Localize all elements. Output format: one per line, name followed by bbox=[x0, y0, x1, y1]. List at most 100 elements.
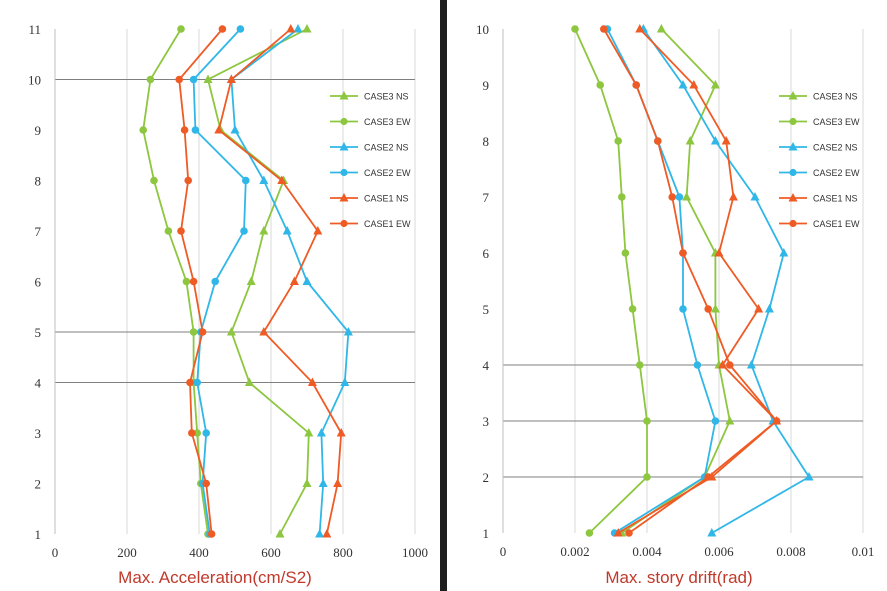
data-point bbox=[625, 529, 633, 537]
story-drift-chart: 1 2 3 4 5 6 7 8 9 10 0 0.002 0.004 0.006 0.008 0.01 CASE… bbox=[476, 22, 874, 559]
data-point bbox=[146, 75, 155, 84]
legend-marker bbox=[789, 117, 797, 126]
x-tick-label: 800 bbox=[333, 545, 353, 560]
series-line-case1-ns bbox=[617, 28, 778, 534]
x-tick-label: 200 bbox=[117, 545, 137, 560]
data-point bbox=[721, 136, 731, 145]
legend-item: CASE2 EW bbox=[330, 168, 411, 178]
data-point bbox=[643, 417, 651, 425]
data-point bbox=[139, 126, 147, 134]
data-point bbox=[286, 24, 296, 33]
legend-marker bbox=[788, 142, 798, 151]
y-tick-label: 8 bbox=[483, 134, 490, 149]
legend-label: CASE2 EW bbox=[813, 168, 860, 178]
legend-item: CASE1 NS bbox=[779, 193, 858, 204]
legend-label: CASE1 EW bbox=[813, 219, 860, 229]
y-tick-label: 3 bbox=[35, 426, 42, 441]
data-point bbox=[718, 360, 728, 369]
data-point bbox=[675, 193, 684, 201]
y-tick-label: 9 bbox=[483, 78, 490, 93]
x-tick-label: 0.008 bbox=[776, 544, 805, 559]
y-tick-label: 2 bbox=[35, 477, 42, 492]
data-point bbox=[244, 377, 254, 386]
x-tick-label: 0 bbox=[52, 545, 59, 560]
data-point bbox=[764, 304, 774, 313]
series-case2-ns bbox=[638, 24, 814, 537]
legend-label: CASE3 EW bbox=[813, 117, 860, 127]
data-point bbox=[728, 192, 738, 201]
x-tick-label: 0.002 bbox=[560, 544, 589, 559]
y-tick-label: 7 bbox=[483, 190, 490, 205]
data-point bbox=[193, 429, 201, 437]
data-point bbox=[635, 24, 645, 33]
data-point bbox=[307, 377, 317, 386]
data-point bbox=[340, 377, 350, 386]
y-tick-label: 10 bbox=[476, 22, 489, 37]
legend-marker bbox=[339, 142, 349, 151]
legend-label: CASE2 EW bbox=[364, 168, 411, 178]
series-line-case3-ns bbox=[621, 28, 731, 534]
data-point bbox=[316, 428, 326, 437]
data-point bbox=[182, 277, 191, 286]
y-tick-label: 7 bbox=[35, 224, 42, 239]
data-point bbox=[282, 226, 292, 235]
y-tick-label: 3 bbox=[483, 414, 490, 429]
data-point bbox=[804, 472, 814, 481]
series-line-case1-ew bbox=[603, 28, 778, 534]
data-point bbox=[207, 530, 216, 538]
data-point bbox=[304, 428, 314, 437]
data-point bbox=[226, 74, 236, 83]
legend-label: CASE3 EW bbox=[364, 117, 411, 127]
data-point bbox=[211, 277, 219, 286]
legend-label: CASE1 NS bbox=[364, 194, 409, 204]
data-point bbox=[750, 192, 760, 201]
data-point bbox=[772, 417, 781, 425]
data-point bbox=[202, 429, 210, 437]
data-point bbox=[333, 478, 343, 487]
data-point bbox=[714, 248, 724, 257]
data-point bbox=[189, 75, 198, 84]
legend-item: CASE1 EW bbox=[779, 219, 860, 229]
data-point bbox=[711, 417, 720, 425]
x-tick-label: 400 bbox=[189, 545, 209, 560]
data-point bbox=[643, 473, 651, 481]
data-point bbox=[302, 478, 312, 487]
data-point bbox=[246, 276, 256, 285]
x-axis-title: Max. Acceleration(cm/S2) bbox=[95, 565, 335, 591]
y-tick-label: 1 bbox=[35, 527, 42, 542]
data-point bbox=[710, 136, 720, 145]
data-point bbox=[654, 137, 662, 145]
x-tick-label: 0.004 bbox=[632, 544, 662, 559]
series-line-case3-ew bbox=[574, 28, 648, 534]
data-point bbox=[725, 416, 735, 425]
legend-label: CASE3 NS bbox=[364, 92, 409, 102]
data-point bbox=[293, 24, 303, 33]
data-point bbox=[186, 378, 194, 387]
data-point bbox=[184, 176, 192, 185]
data-point bbox=[277, 175, 287, 184]
data-point bbox=[693, 361, 702, 369]
data-point bbox=[704, 305, 712, 313]
legend-item: CASE3 EW bbox=[330, 117, 411, 127]
y-tick-label: 10 bbox=[28, 73, 41, 88]
data-point bbox=[175, 75, 183, 84]
data-point bbox=[618, 193, 626, 201]
data-point bbox=[193, 378, 201, 387]
data-point bbox=[198, 328, 207, 336]
data-point bbox=[189, 277, 198, 286]
y-tick-label: 4 bbox=[35, 376, 42, 391]
data-point bbox=[682, 192, 692, 201]
y-tick-label: 6 bbox=[35, 275, 42, 290]
series-case2-ew bbox=[603, 25, 720, 537]
data-point bbox=[628, 305, 637, 313]
legend-marker bbox=[339, 193, 349, 202]
data-point bbox=[710, 80, 720, 89]
data-point bbox=[704, 473, 712, 481]
data-point bbox=[343, 327, 353, 336]
legend-item: CASE1 NS bbox=[330, 193, 409, 204]
legend-marker bbox=[788, 193, 798, 202]
data-point bbox=[600, 25, 608, 33]
data-point bbox=[621, 249, 630, 257]
data-point bbox=[679, 249, 687, 257]
data-point bbox=[726, 361, 734, 369]
